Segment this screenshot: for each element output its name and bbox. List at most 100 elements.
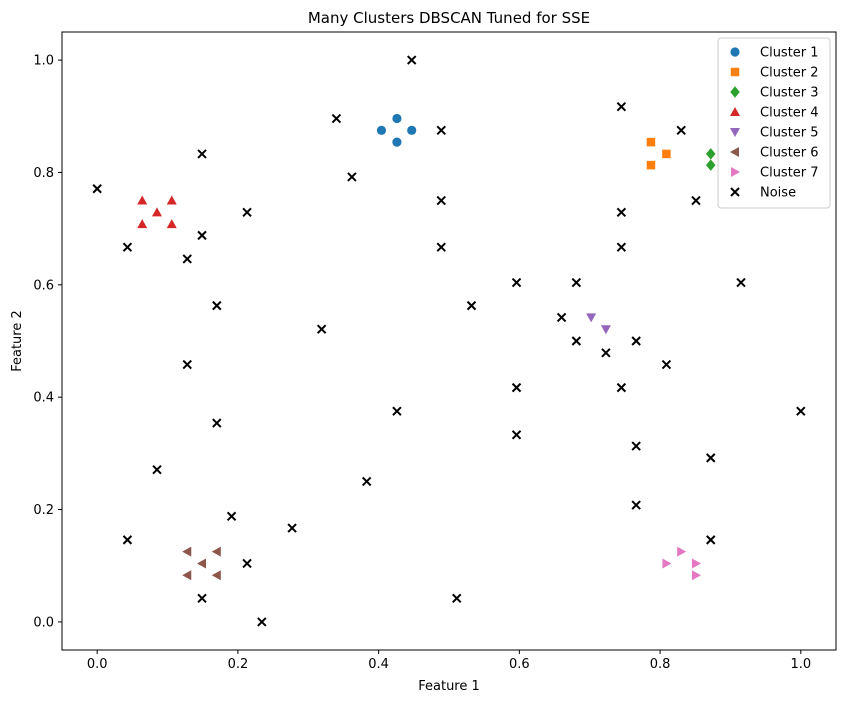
data-point (182, 546, 192, 557)
data-point (122, 242, 133, 252)
series-noise (92, 55, 806, 627)
x-tick-label: 0.0 (87, 657, 108, 672)
data-point (691, 570, 701, 581)
series-cluster-5 (586, 313, 611, 335)
data-point (571, 277, 582, 288)
data-point (376, 125, 387, 135)
data-point (392, 406, 402, 416)
data-point (166, 195, 177, 205)
data-point (226, 511, 237, 521)
x-axis: 0.0 0.2 0.4 0.6 0.8 1.0 (87, 650, 811, 672)
data-point (706, 453, 716, 463)
legend-label: Cluster 6 (760, 146, 819, 161)
legend-label: Cluster 2 (760, 66, 819, 81)
legend-marker (730, 86, 740, 98)
data-point (691, 195, 701, 206)
data-point (122, 535, 133, 545)
data-point (706, 148, 716, 160)
legend-marker (730, 187, 740, 197)
y-tick-label: 1.0 (33, 54, 54, 69)
data-point (736, 277, 746, 288)
data-point (212, 418, 222, 428)
x-tick-label: 1.0 (790, 657, 811, 672)
data-point (706, 159, 716, 171)
x-tick-label: 0.4 (368, 657, 389, 672)
data-point (631, 500, 641, 510)
x-tick-label: 0.2 (228, 657, 249, 672)
legend-label: Cluster 4 (760, 106, 819, 121)
legend-label: Cluster 1 (760, 46, 819, 61)
data-point (197, 230, 207, 241)
data-point (436, 242, 446, 252)
y-tick-label: 0.6 (33, 278, 54, 293)
data-point (242, 207, 252, 218)
data-point (600, 325, 611, 335)
data-point (182, 570, 192, 581)
data-point (137, 195, 148, 205)
data-point (616, 382, 627, 393)
data-point (706, 535, 716, 545)
data-point (511, 430, 522, 440)
legend-marker (730, 128, 740, 137)
series-cluster-7 (662, 546, 701, 581)
points-layer (92, 55, 806, 627)
legend-box (717, 37, 831, 209)
plot-frame (61, 31, 837, 651)
data-point (511, 382, 522, 393)
data-point (212, 300, 222, 311)
data-point (331, 113, 342, 124)
legend-label: Cluster 7 (760, 166, 819, 181)
data-point (151, 207, 162, 217)
data-point (347, 172, 357, 182)
y-tick-label: 0.4 (33, 391, 54, 406)
data-point (631, 441, 641, 451)
y-axis: 0.0 0.2 0.4 0.6 0.8 1.0 (33, 54, 62, 630)
data-point (571, 336, 582, 346)
data-point (436, 195, 446, 206)
legend: Cluster 1 Cluster 2 Cluster 3 Cluster 4 Clus… (717, 37, 831, 209)
data-point (556, 312, 567, 323)
data-point (242, 558, 252, 569)
data-point (152, 464, 162, 475)
data-point (691, 558, 701, 569)
data-point (197, 558, 207, 569)
legend-label: Noise (760, 186, 796, 201)
data-point (211, 570, 221, 581)
series-cluster-4 (137, 195, 177, 229)
data-point (662, 149, 671, 159)
x-tick-label: 0.6 (509, 657, 530, 672)
data-point (361, 476, 372, 487)
legend-marker (730, 67, 740, 77)
data-point (452, 593, 462, 604)
data-point (197, 593, 207, 604)
data-point (182, 359, 192, 370)
data-point (137, 219, 148, 229)
series-cluster-6 (182, 546, 221, 581)
data-point (92, 184, 102, 194)
chart-title: Many Clusters DBSCAN Tuned for SSE (308, 9, 590, 27)
data-point (211, 546, 221, 557)
data-point (616, 207, 627, 218)
data-point (616, 102, 627, 112)
data-point (392, 113, 402, 124)
legend-marker (730, 47, 740, 57)
y-axis-label: Feature 2 (10, 310, 25, 372)
data-point (601, 348, 611, 358)
series-cluster-3 (706, 148, 716, 171)
data-point (796, 406, 806, 416)
x-tick-label: 0.8 (650, 657, 671, 672)
legend-marker (730, 107, 740, 116)
y-tick-label: 0.0 (33, 615, 54, 630)
data-point (197, 149, 207, 159)
data-point (646, 160, 656, 170)
data-point (646, 137, 656, 147)
data-point (406, 55, 417, 65)
data-point (677, 546, 687, 557)
data-point (436, 125, 446, 136)
data-point (466, 300, 477, 311)
series-cluster-1 (376, 113, 417, 147)
legend-label: Cluster 5 (760, 126, 819, 141)
data-point (182, 254, 192, 264)
legend-label: Cluster 3 (760, 86, 819, 101)
data-point (166, 219, 177, 229)
